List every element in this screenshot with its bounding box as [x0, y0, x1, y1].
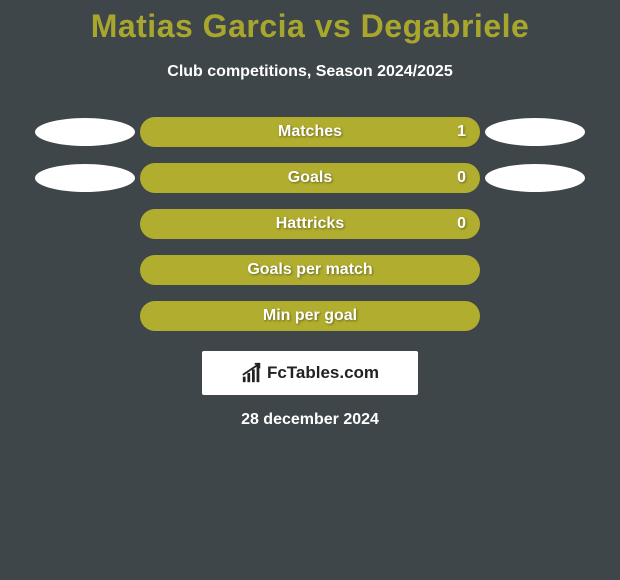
stat-label: Matches — [140, 123, 480, 141]
stat-value: 0 — [457, 169, 466, 187]
bars-growth-icon — [241, 362, 263, 384]
stat-row: Goals per match — [0, 255, 620, 285]
orb-icon — [35, 118, 135, 146]
page-title: Matias Garcia vs Degabriele — [0, 8, 620, 45]
stat-bar: Min per goal — [140, 301, 480, 331]
stat-row: Hattricks0 — [0, 209, 620, 239]
orb-icon — [485, 118, 585, 146]
orb-icon — [485, 164, 585, 192]
stat-row: Min per goal — [0, 301, 620, 331]
stat-value: 0 — [457, 215, 466, 233]
stat-bar: Matches1 — [140, 117, 480, 147]
stat-row: Goals0 — [0, 163, 620, 193]
stat-rows: Matches1Goals0Hattricks0Goals per matchM… — [0, 117, 620, 331]
stat-bar: Hattricks0 — [140, 209, 480, 239]
date-text: 28 december 2024 — [0, 411, 620, 429]
stat-bar: Goals0 — [140, 163, 480, 193]
subtitle: Club competitions, Season 2024/2025 — [0, 63, 620, 81]
stat-label: Goals — [140, 169, 480, 187]
logo: FcTables.com — [241, 362, 379, 384]
orb-slot-left — [30, 118, 140, 146]
orb-slot-right — [480, 164, 590, 192]
comparison-infographic: Matias Garcia vs Degabriele Club competi… — [0, 0, 620, 580]
stat-row: Matches1 — [0, 117, 620, 147]
orb-slot-left — [30, 164, 140, 192]
logo-text: FcTables.com — [267, 363, 379, 383]
orb-slot-right — [480, 118, 590, 146]
stat-label: Min per goal — [140, 307, 480, 325]
stat-label: Hattricks — [140, 215, 480, 233]
stat-label: Goals per match — [140, 261, 480, 279]
orb-icon — [35, 164, 135, 192]
stat-value: 1 — [457, 123, 466, 141]
stat-bar: Goals per match — [140, 255, 480, 285]
logo-box: FcTables.com — [202, 351, 418, 395]
